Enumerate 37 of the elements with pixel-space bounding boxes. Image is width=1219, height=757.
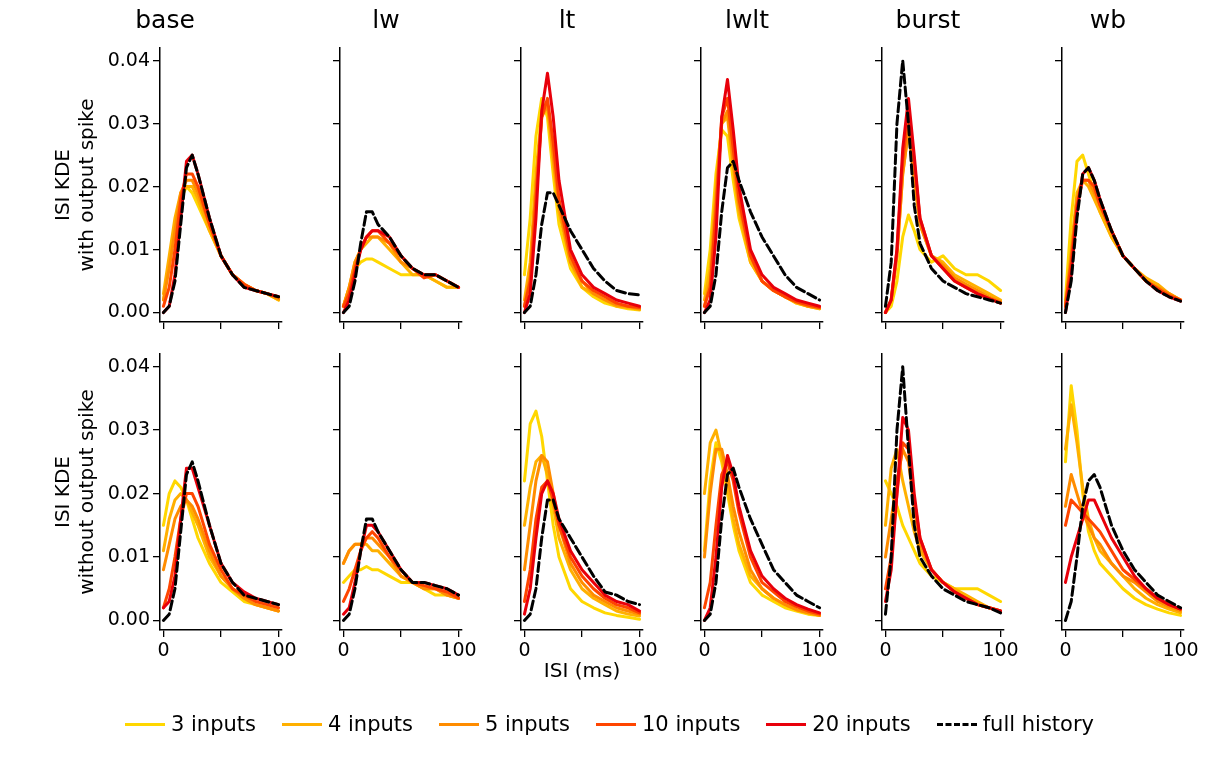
y-tick-label: 0.03 bbox=[107, 110, 150, 133]
x-tick-label: 0 bbox=[157, 638, 170, 661]
x-tick-label: 0 bbox=[1059, 638, 1072, 661]
y-tick-label: 0.02 bbox=[107, 480, 150, 503]
chart-title: wb bbox=[1089, 4, 1127, 34]
y-axis-title: ISI KDE with output spike bbox=[50, 98, 99, 272]
chart-title: lt bbox=[558, 4, 576, 34]
y-tick-label: 0.01 bbox=[107, 543, 150, 566]
x-axis-title: ISI (ms) bbox=[543, 658, 620, 683]
x-tick-label: 0 bbox=[698, 638, 711, 661]
y-tick-label: 0.02 bbox=[107, 173, 150, 196]
legend-label: full history bbox=[982, 712, 1094, 736]
chart-title: burst bbox=[895, 4, 961, 34]
y-axis-title: ISI KDE without output spike bbox=[50, 389, 99, 595]
x-tick-label: 100 bbox=[440, 638, 478, 661]
y-tick-label: 0.03 bbox=[107, 417, 150, 440]
y-tick-label: 0.04 bbox=[107, 353, 150, 376]
legend-label: 3 inputs bbox=[171, 712, 256, 736]
legend-label: 5 inputs bbox=[485, 712, 570, 736]
legend-label: 4 inputs bbox=[328, 712, 413, 736]
x-tick-label: 100 bbox=[621, 638, 658, 661]
x-tick-label: 0 bbox=[518, 638, 531, 661]
x-tick-label: 100 bbox=[260, 638, 297, 661]
chart-title: lw bbox=[372, 4, 401, 34]
y-tick-label: 0.00 bbox=[107, 607, 150, 630]
x-tick-label: 100 bbox=[982, 638, 1019, 661]
x-tick-label: 0 bbox=[337, 638, 350, 661]
y-tick-label: 0.00 bbox=[107, 299, 150, 322]
y-tick-label: 0.01 bbox=[107, 236, 150, 259]
x-tick-label: 0 bbox=[879, 638, 892, 661]
chart-title: lwlt bbox=[725, 4, 770, 34]
x-tick-label: 100 bbox=[801, 638, 838, 661]
chart-title: base bbox=[135, 4, 195, 34]
legend-label: 20 inputs bbox=[812, 712, 911, 736]
x-tick-label: 100 bbox=[1162, 638, 1199, 661]
legend-label: 10 inputs bbox=[642, 712, 741, 736]
y-tick-label: 0.04 bbox=[107, 47, 150, 70]
